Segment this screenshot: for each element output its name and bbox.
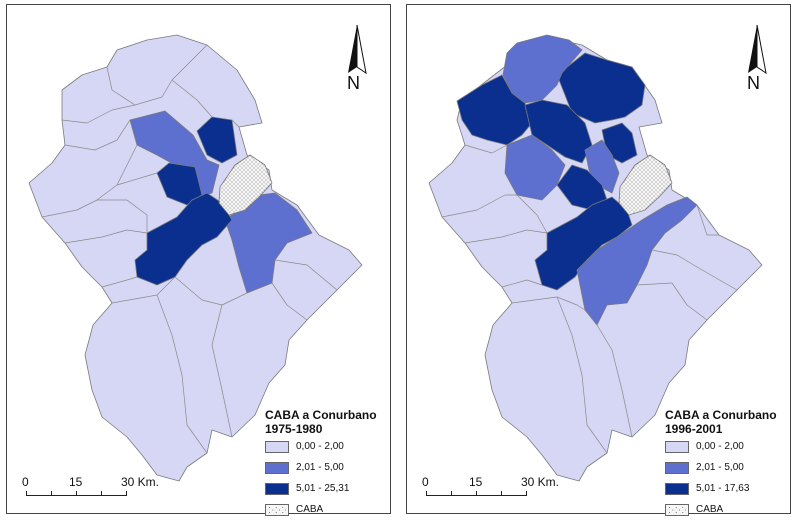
legend-label: CABA — [696, 504, 724, 515]
legend-item: 2,01 - 5,00 — [665, 459, 790, 478]
legend-item: CABA — [665, 501, 790, 520]
caba-area — [618, 154, 673, 216]
north-arrow-icon — [748, 24, 767, 75]
district-dark-south — [534, 196, 633, 291]
legend-swatch-class2 — [665, 462, 689, 474]
legend-item: 5,01 - 17,63 — [665, 480, 790, 499]
legend-swatch-class1 — [665, 441, 689, 453]
scale-tick — [501, 491, 502, 496]
legend-label: 0,00 - 2,00 — [296, 441, 344, 452]
scale-tick — [476, 491, 477, 496]
legend-label: 2,01 - 5,00 — [696, 462, 744, 473]
legend-title-line1: CABA a Conurbano — [265, 408, 377, 422]
map-panel-1996-2001: N CABA a Conurbano 1996-2001 0,00 - 2,00… — [406, 4, 791, 516]
legend-swatch-caba — [265, 504, 289, 516]
scale-tick — [526, 491, 527, 496]
scale-label-0: 0 — [22, 475, 29, 489]
scale-tick — [426, 491, 427, 496]
scale-label-15: 15 — [469, 475, 483, 489]
caba-area — [218, 154, 273, 216]
legend-swatch-class2 — [265, 462, 289, 474]
scale-tick — [451, 491, 452, 496]
legend-swatch-class1 — [265, 441, 289, 453]
legend-swatch-caba — [665, 504, 689, 516]
scale-label-15: 15 — [69, 475, 83, 489]
legend-label: 2,01 - 5,00 — [296, 462, 344, 473]
district-medium-southeast — [576, 196, 698, 326]
legend-item: CABA — [265, 501, 390, 520]
legend-swatch-class3 — [665, 483, 689, 495]
scale-tick — [101, 491, 102, 496]
district-dark-northwest — [456, 74, 533, 146]
district-medium-north — [502, 34, 583, 104]
choropleth-map-1996-2001 — [428, 34, 763, 482]
legend-1975-1980: CABA a Conurbano 1975-1980 0,00 - 2,00 2… — [265, 408, 390, 520]
legend-1996-2001: CABA a Conurbano 1996-2001 0,00 - 2,00 2… — [665, 408, 790, 520]
scale-tick — [26, 491, 27, 496]
scale-label-0: 0 — [422, 475, 429, 489]
scale-label-30: 30 Km. — [121, 475, 160, 489]
legend-title-line2: 1996-2001 — [665, 422, 723, 436]
legend-label: 5,01 - 17,63 — [696, 483, 750, 494]
legend-item: 5,01 - 25,31 — [265, 480, 390, 499]
north-label: N — [347, 73, 360, 93]
legend-item: 2,01 - 5,00 — [265, 459, 390, 478]
legend-item: 0,00 - 2,00 — [265, 438, 390, 457]
choropleth-map-1975-1980 — [28, 34, 363, 482]
scale-bar: 0 15 30 Km. — [419, 475, 559, 505]
north-arrow-icon — [348, 24, 367, 75]
district-dark-center — [556, 164, 608, 211]
legend-label: 0,00 - 2,00 — [696, 441, 744, 452]
scale-tick — [51, 491, 52, 496]
legend-label: CABA — [296, 504, 324, 515]
scale-bar: 0 15 30 Km. — [19, 475, 159, 505]
district-medium-near-caba — [584, 139, 620, 194]
scale-label-30: 30 Km. — [521, 475, 560, 489]
scale-tick — [76, 491, 77, 496]
legend-swatch-class3 — [265, 483, 289, 495]
district-medium-east — [224, 192, 313, 294]
north-label: N — [747, 73, 760, 93]
legend-title-line1: CABA a Conurbano — [665, 408, 777, 422]
district-light-outer — [28, 34, 363, 482]
legend-title-line2: 1975-1980 — [265, 422, 323, 436]
district-dark-south — [134, 192, 233, 286]
map-panel-1975-1980: N CABA a Conurbano 1975-1980 0,00 - 2,00… — [6, 4, 391, 516]
legend-item: 0,00 - 2,00 — [665, 438, 790, 457]
legend-label: 5,01 - 25,31 — [296, 483, 350, 494]
scale-tick — [126, 491, 127, 496]
